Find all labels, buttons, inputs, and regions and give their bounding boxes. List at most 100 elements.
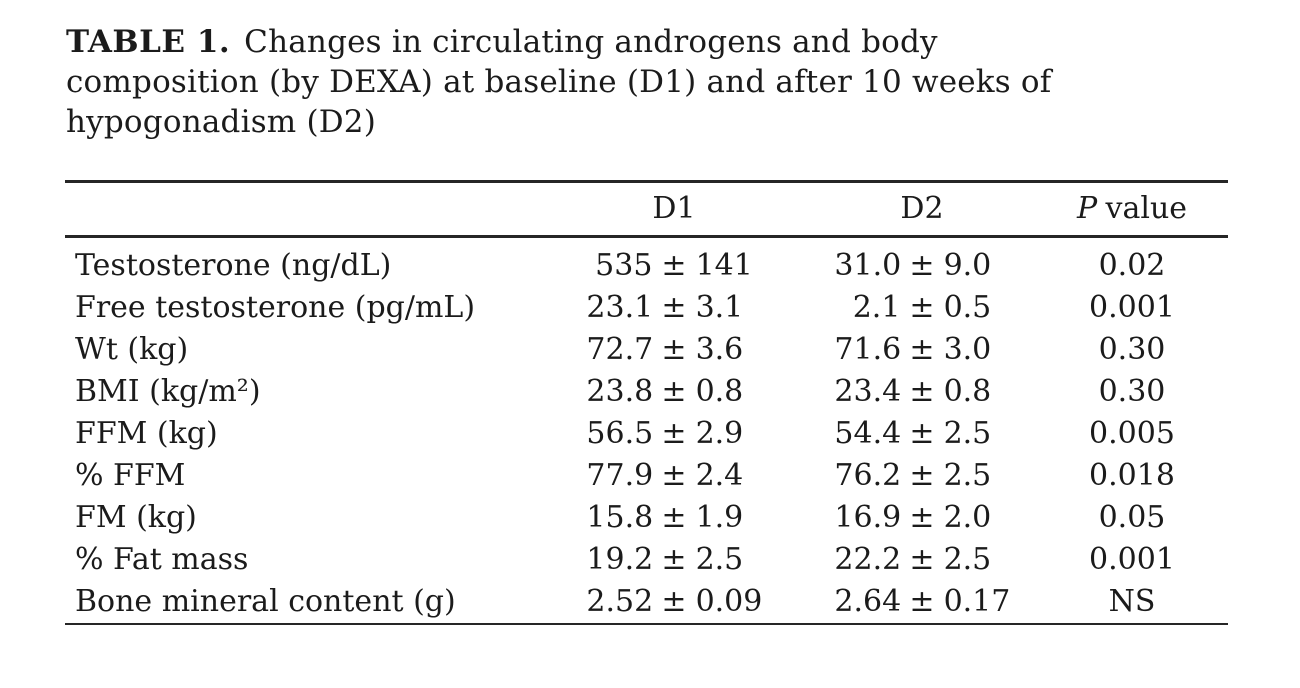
- p-value: 0.05: [1098, 499, 1166, 535]
- plus-minus-sign: ±: [661, 373, 687, 409]
- table-row: BMI (kg/m²) 23.8 ±0.8 23.4 ±0.8 0.30: [65, 371, 1228, 413]
- d1-value: 15.8 ±1.9: [540, 497, 808, 539]
- d1-sd: 0.09: [695, 583, 763, 619]
- d2-sd: 0.17: [943, 583, 1011, 619]
- p-value: 0.30: [1098, 373, 1166, 409]
- table-top-rule: [65, 180, 1228, 183]
- p-value-word: value: [1105, 191, 1188, 226]
- plus-minus-sign: ±: [909, 247, 935, 283]
- p-value: 0.30: [1098, 331, 1166, 367]
- d2-sd: 2.0: [943, 499, 992, 535]
- d1-sd: 0.8: [695, 373, 744, 409]
- d1-sd: 2.4: [695, 457, 744, 493]
- d1-value: 56.5 ±2.9: [540, 413, 808, 455]
- d1-sd: 1.9: [695, 499, 744, 535]
- row-label: Bone mineral content (g): [75, 583, 456, 619]
- d2-sd: 2.5: [943, 457, 992, 493]
- plus-minus-sign: ±: [661, 247, 687, 283]
- d1-value: 77.9 ±2.4: [540, 455, 808, 497]
- d2-sd: 2.5: [943, 415, 992, 451]
- d2-value: 22.2 ±2.5: [808, 539, 1036, 581]
- row-label: FFM (kg): [75, 415, 218, 451]
- d2-value: 2.1 ±0.5: [808, 287, 1036, 329]
- plus-minus-sign: ±: [661, 415, 687, 451]
- table-header-rule: [65, 235, 1228, 238]
- p-value: 0.005: [1089, 415, 1175, 451]
- d1-value: 19.2 ±2.5: [540, 539, 808, 581]
- d2-value: 71.6 ±3.0: [808, 329, 1036, 371]
- table-row: % FFM 77.9 ±2.4 76.2 ±2.5 0.018: [65, 455, 1228, 497]
- table-caption-label: TABLE 1.: [66, 24, 231, 60]
- d2-mean: 71.6: [834, 331, 902, 367]
- d1-sd: 3.1: [695, 289, 744, 325]
- p-value-letter: P: [1076, 191, 1098, 226]
- plus-minus-sign: ±: [909, 373, 935, 409]
- d1-value: 535 ±141: [540, 245, 808, 287]
- caption-line-2: composition (by DEXA) at baseline (D1) a…: [66, 64, 1052, 100]
- p-value: 0.001: [1089, 289, 1175, 325]
- plus-minus-sign: ±: [661, 289, 687, 325]
- d1-mean: 23.1: [586, 289, 654, 325]
- d1-sd: 141: [695, 247, 753, 283]
- plus-minus-sign: ±: [909, 541, 935, 577]
- plus-minus-sign: ±: [661, 331, 687, 367]
- d2-value: 54.4 ±2.5: [808, 413, 1036, 455]
- plus-minus-sign: ±: [661, 499, 687, 535]
- d1-value: 2.52 ±0.09: [540, 581, 808, 623]
- plus-minus-sign: ±: [661, 583, 687, 619]
- table-row: Testosterone (ng/dL) 535 ±141 31.0 ±9.0 0.…: [65, 245, 1228, 287]
- table-row: Bone mineral content (g) 2.52 ±0.09 2.64 ±…: [65, 581, 1228, 623]
- table-row: Free testosterone (pg/mL) 23.1 ±3.1 2.1 ±0…: [65, 287, 1228, 329]
- table-row: FFM (kg) 56.5 ±2.9 54.4 ±2.5 0.005: [65, 413, 1228, 455]
- p-value: 0.02: [1098, 247, 1166, 283]
- plus-minus-sign: ±: [909, 331, 935, 367]
- d2-sd: 0.8: [943, 373, 992, 409]
- caption-line-1: TABLE 1. Changes in circulating androgens…: [66, 22, 1051, 62]
- caption-line-3: hypogonadism (D2): [66, 104, 377, 140]
- d2-value: 31.0 ±9.0: [808, 245, 1036, 287]
- row-label: FM (kg): [75, 499, 197, 535]
- d1-mean: 2.52: [586, 583, 654, 619]
- plus-minus-sign: ±: [661, 457, 687, 493]
- table-row: Wt (kg) 72.7 ±3.6 71.6 ±3.0 0.30: [65, 329, 1228, 371]
- d1-mean: 535: [595, 247, 653, 283]
- plus-minus-sign: ±: [909, 499, 935, 535]
- d1-sd: 2.9: [695, 415, 744, 451]
- d1-value: 23.1 ±3.1: [540, 287, 808, 329]
- plus-minus-sign: ±: [909, 457, 935, 493]
- d1-mean: 15.8: [586, 499, 654, 535]
- p-value: NS: [1108, 583, 1156, 619]
- table-body: Testosterone (ng/dL) 535 ±141 31.0 ±9.0 0.…: [65, 238, 1228, 623]
- caption-text-1: Changes in circulating androgens and bod…: [244, 24, 938, 60]
- row-label: Wt (kg): [75, 331, 189, 367]
- row-label: % Fat mass: [75, 541, 249, 577]
- d2-mean: 22.2: [834, 541, 902, 577]
- column-header-d2: D2: [900, 191, 944, 226]
- d2-sd: 9.0: [943, 247, 992, 283]
- d2-value: 16.9 ±2.0: [808, 497, 1036, 539]
- row-label: Free testosterone (pg/mL): [75, 289, 476, 325]
- table-caption: TABLE 1. Changes in circulating androgens…: [66, 22, 1051, 142]
- plus-minus-sign: ±: [909, 289, 935, 325]
- d1-sd: 3.6: [695, 331, 744, 367]
- d2-mean: 76.2: [834, 457, 902, 493]
- d1-mean: 56.5: [586, 415, 654, 451]
- plus-minus-sign: ±: [909, 583, 935, 619]
- row-label: Testosterone (ng/dL): [75, 247, 392, 283]
- d2-value: 23.4 ±0.8: [808, 371, 1036, 413]
- d2-mean: 2.64: [834, 583, 902, 619]
- d2-mean: 54.4: [834, 415, 902, 451]
- d1-mean: 72.7: [586, 331, 654, 367]
- row-label: % FFM: [75, 457, 186, 493]
- plus-minus-sign: ±: [661, 541, 687, 577]
- p-value: 0.001: [1089, 541, 1175, 577]
- d1-mean: 23.8: [586, 373, 654, 409]
- d1-value: 72.7 ±3.6: [540, 329, 808, 371]
- d1-sd: 2.5: [695, 541, 744, 577]
- d2-mean: 23.4: [834, 373, 902, 409]
- table-row: % Fat mass 19.2 ±2.5 22.2 ±2.5 0.001: [65, 539, 1228, 581]
- d2-sd: 0.5: [943, 289, 992, 325]
- d2-sd: 3.0: [943, 331, 992, 367]
